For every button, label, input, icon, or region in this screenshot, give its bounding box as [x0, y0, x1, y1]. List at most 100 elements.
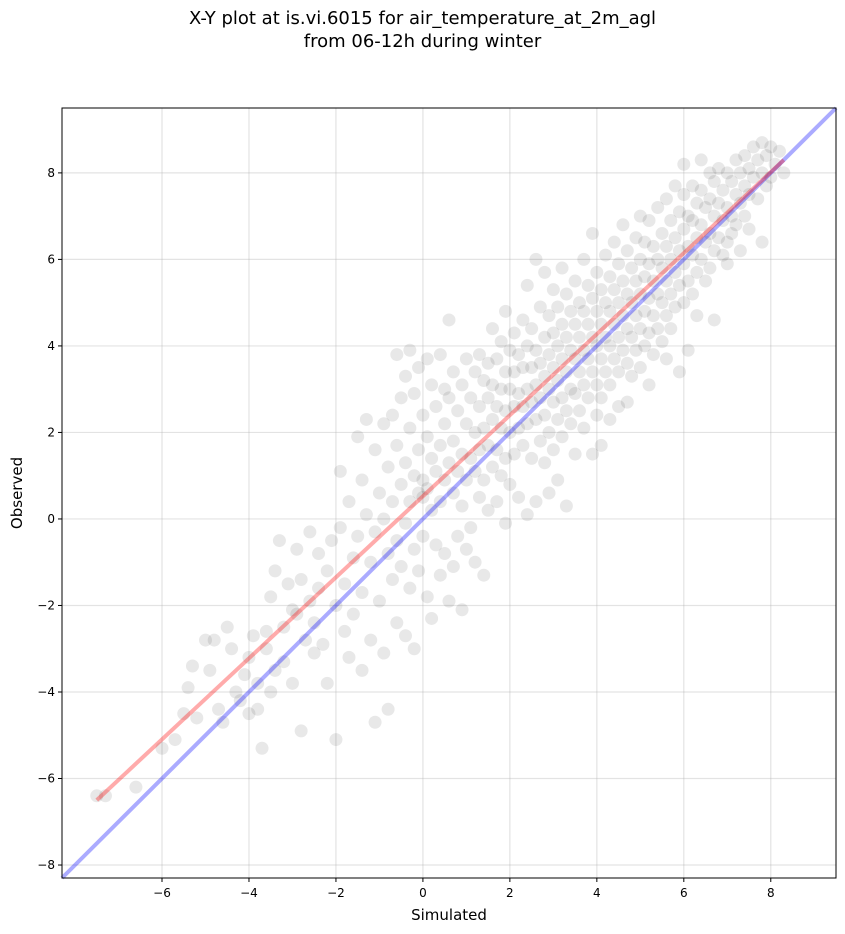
- data-point: [320, 564, 334, 578]
- data-point: [303, 525, 317, 539]
- data-point: [551, 412, 565, 426]
- data-point: [525, 322, 539, 336]
- data-point: [399, 629, 413, 643]
- y-tick-label: −2: [37, 598, 55, 612]
- data-point: [585, 365, 599, 379]
- data-point: [485, 378, 499, 392]
- data-point: [477, 473, 491, 487]
- data-point: [642, 326, 656, 340]
- data-point: [642, 213, 656, 227]
- data-point: [703, 226, 717, 240]
- data-point: [720, 235, 734, 249]
- data-point: [468, 464, 482, 478]
- data-point: [364, 555, 378, 569]
- x-tick-label: 4: [593, 886, 601, 900]
- data-point: [690, 265, 704, 279]
- data-point: [477, 421, 491, 435]
- data-point: [603, 378, 617, 392]
- data-point: [546, 283, 560, 297]
- data-point: [433, 568, 447, 582]
- data-point: [129, 780, 143, 794]
- data-point: [603, 339, 617, 353]
- data-point: [503, 343, 517, 357]
- data-point: [725, 209, 739, 223]
- data-point: [616, 218, 630, 232]
- data-point: [98, 789, 112, 803]
- data-point: [594, 317, 608, 331]
- data-point: [655, 296, 669, 310]
- data-point: [329, 598, 343, 612]
- data-point: [681, 274, 695, 288]
- data-point: [577, 343, 591, 357]
- data-point: [499, 304, 513, 318]
- data-point: [394, 391, 408, 405]
- data-point: [577, 421, 591, 435]
- data-point: [672, 205, 686, 219]
- data-point: [368, 443, 382, 457]
- data-point: [538, 456, 552, 470]
- data-point: [90, 789, 104, 803]
- data-point: [399, 369, 413, 383]
- data-point: [338, 624, 352, 638]
- data-point: [455, 603, 469, 617]
- data-point: [577, 304, 591, 318]
- data-point: [633, 361, 647, 375]
- data-point: [751, 192, 765, 206]
- data-point: [686, 179, 700, 193]
- data-point: [320, 676, 334, 690]
- data-point: [607, 283, 621, 297]
- data-point: [690, 309, 704, 323]
- data-point: [651, 287, 665, 301]
- data-point: [207, 633, 221, 647]
- data-point: [499, 516, 513, 530]
- data-point: [377, 417, 391, 431]
- data-point: [538, 408, 552, 422]
- data-point: [425, 503, 439, 517]
- data-point: [299, 633, 313, 647]
- data-point: [694, 252, 708, 266]
- data-point: [620, 287, 634, 301]
- data-point: [677, 257, 691, 271]
- data-point: [412, 486, 426, 500]
- data-point: [677, 222, 691, 236]
- data-point: [485, 412, 499, 426]
- data-point: [603, 270, 617, 284]
- data-point: [412, 361, 426, 375]
- data-point: [712, 196, 726, 210]
- data-point: [625, 330, 639, 344]
- x-axis-ticks: −6 −4 −2 0 2 4 6 8: [153, 878, 775, 900]
- data-point: [416, 408, 430, 422]
- data-point: [612, 330, 626, 344]
- data-point: [529, 378, 543, 392]
- data-point: [481, 391, 495, 405]
- data-point: [472, 399, 486, 413]
- data-point: [738, 149, 752, 163]
- data-point: [703, 166, 717, 180]
- data-point: [355, 585, 369, 599]
- data-point: [403, 421, 417, 435]
- data-point: [633, 209, 647, 223]
- data-point: [607, 235, 621, 249]
- data-point: [238, 668, 252, 682]
- data-point: [477, 568, 491, 582]
- data-point: [494, 421, 508, 435]
- data-point: [659, 239, 673, 253]
- data-point: [333, 464, 347, 478]
- data-point: [555, 352, 569, 366]
- data-point: [168, 733, 182, 747]
- data-point: [694, 183, 708, 197]
- data-point: [316, 637, 330, 651]
- data-point: [312, 547, 326, 561]
- data-point: [407, 387, 421, 401]
- data-point: [664, 322, 678, 336]
- data-point: [385, 573, 399, 587]
- data-point: [268, 663, 282, 677]
- data-point: [181, 681, 195, 695]
- data-point: [555, 261, 569, 275]
- data-point: [312, 581, 326, 595]
- data-point: [359, 508, 373, 522]
- x-tick-label: 2: [506, 886, 514, 900]
- data-point: [616, 274, 630, 288]
- data-point: [755, 235, 769, 249]
- data-point: [599, 365, 613, 379]
